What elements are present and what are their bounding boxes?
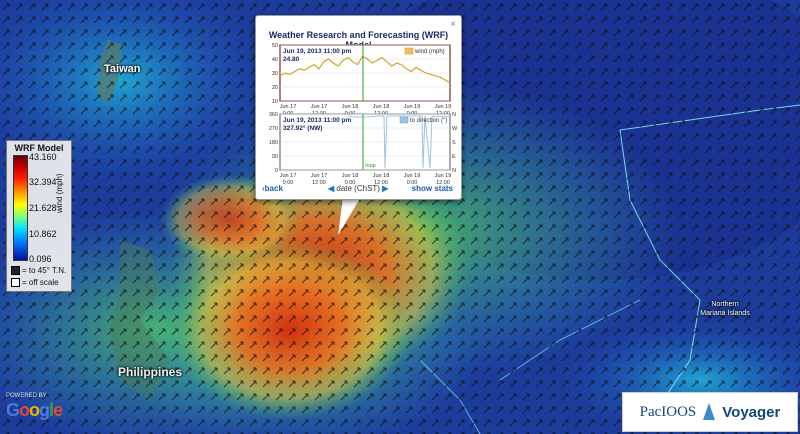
x-tick-date: Jun 17 <box>280 173 297 179</box>
x-tick-date: Jun 18 <box>342 104 359 110</box>
y-tick-label: 0 <box>275 168 278 174</box>
legend-units: wind (mph) <box>55 173 64 213</box>
back-link[interactable]: ‹back <box>262 184 283 193</box>
legend-arrow-text: = to 45° T.N. <box>22 266 67 275</box>
x-tick-date: Jun 18 <box>373 173 390 179</box>
wind-readout-time: Jun 19, 2013 11:00 pm <box>283 48 352 55</box>
compass-label: E <box>452 154 456 160</box>
compass-label: N <box>452 168 456 174</box>
x-tick-date: Jun 18 <box>342 173 359 179</box>
x-tick-time: 0:00 <box>283 180 294 186</box>
legend-tick: 0.096 <box>29 254 52 264</box>
compass-label: N <box>452 112 456 118</box>
y-tick-label: 50 <box>272 43 278 49</box>
close-icon[interactable]: × <box>450 19 456 30</box>
wind-legend-swatch <box>404 47 414 55</box>
date-label: date (ChST) <box>336 184 380 193</box>
dir-legend-label: to direction (°) <box>410 118 447 124</box>
wind-speed-chart[interactable]: Jun 19, 2013 11:00 pm 24.80 wind (mph) 5… <box>262 42 458 118</box>
wind-readout-value: 24.80 <box>283 56 300 63</box>
compass-label: S <box>452 140 456 146</box>
sail-icon <box>703 403 716 420</box>
offscale-swatch-icon <box>11 278 20 287</box>
place-label-taiwan: Taiwan <box>104 63 141 75</box>
x-tick-time: 0:00 <box>345 180 356 186</box>
chevron-left-icon: ‹ <box>262 184 265 193</box>
x-tick-date: Jun 17 <box>311 173 328 179</box>
x-tick-time: 12:00 <box>436 180 450 186</box>
show-stats-link[interactable]: show stats <box>411 184 453 193</box>
legend-tick: 32.394 <box>29 177 57 187</box>
dir-legend-swatch <box>399 116 409 124</box>
date-navigator: ◀ date (ChST) ▶ <box>328 184 388 193</box>
x-tick-date: Jun 19 <box>435 173 452 179</box>
x-tick-time: 12:00 <box>312 180 326 186</box>
legend-offscale-text: = off scale <box>22 278 59 287</box>
x-tick-date: Jun 19 <box>404 173 421 179</box>
x-tick-date: Jun 17 <box>280 104 297 110</box>
legend-arrow-note: = to 45° T.N. <box>11 266 66 275</box>
y-tick-label: 30 <box>272 71 278 77</box>
y-tick-label: 180 <box>269 140 278 146</box>
y-tick-label: 360 <box>269 112 278 118</box>
y-tick-label: 270 <box>269 126 278 132</box>
x-tick-date: Jun 18 <box>373 104 390 110</box>
wind-direction-chart[interactable]: Jun 19, 2013 11:00 pm 327.92° (NW) to di… <box>262 111 458 191</box>
direction-series-line <box>347 115 451 169</box>
google-logo[interactable]: Google <box>6 400 63 420</box>
arrow-swatch-icon <box>11 266 20 275</box>
place-label-northern-mariana-islands: Northern Mariana Islands <box>700 301 750 317</box>
legend-title: WRF Model <box>14 143 64 153</box>
pacioos-name: PacIOOS <box>639 403 697 420</box>
powered-by-text: POWERED BY <box>6 393 47 399</box>
back-label: back <box>264 184 283 193</box>
legend-tick: 43.160 <box>29 152 57 162</box>
place-label-philippines: Philippines <box>118 365 183 379</box>
legend-tick: 10.862 <box>29 229 57 239</box>
y-tick-label: 20 <box>272 85 278 91</box>
wind-series-line <box>279 55 451 84</box>
color-legend: WRF Model 43.160 32.394 21.628 10.862 0.… <box>6 140 72 292</box>
x-tick-date: Jun 17 <box>311 104 328 110</box>
point-info-popup: × Weather Research and Forecasting (WRF)… <box>255 15 462 200</box>
compass-label: W <box>452 126 458 132</box>
wind-legend-label: wind (mph) <box>414 49 445 55</box>
legend-colorbar <box>13 155 28 261</box>
next-date-arrow-icon[interactable]: ▶ <box>382 184 389 193</box>
map-marker-label: map <box>365 163 376 169</box>
x-tick-date: Jun 19 <box>435 104 452 110</box>
y-tick-label: 90 <box>272 154 278 160</box>
x-tick-time: 0:00 <box>407 180 418 186</box>
legend-offscale-note: = off scale <box>11 278 59 287</box>
dir-readout-time: Jun 19, 2013 11:00 pm <box>283 117 352 124</box>
legend-tick: 21.628 <box>29 203 57 213</box>
prev-date-arrow-icon[interactable]: ◀ <box>328 184 335 193</box>
x-tick-date: Jun 19 <box>404 104 421 110</box>
x-tick-time: 12:00 <box>374 180 388 186</box>
dir-readout-value: 327.92° (NW) <box>283 124 322 132</box>
voyager-name: Voyager <box>722 403 781 421</box>
y-tick-label: 40 <box>272 57 278 63</box>
y-tick-label: 10 <box>272 99 278 105</box>
pacioos-voyager-logo[interactable]: PacIOOS Voyager <box>622 392 798 432</box>
